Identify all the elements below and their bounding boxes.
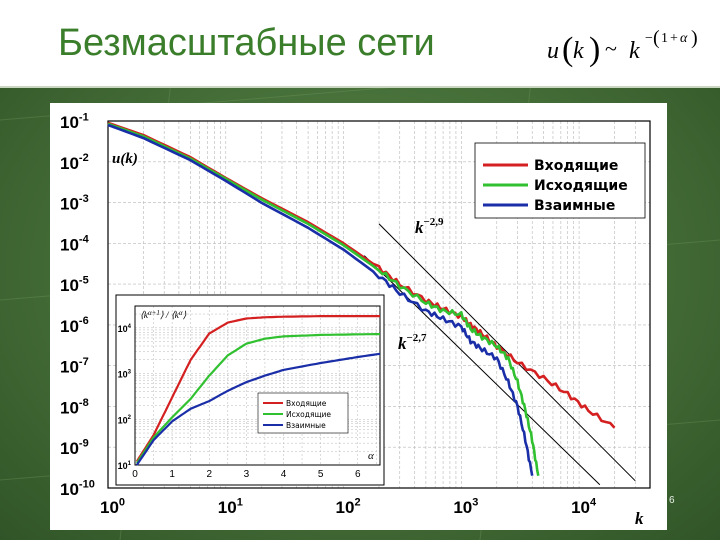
x-axis-label: k <box>635 509 644 528</box>
formula-alpha: α <box>680 31 688 46</box>
inset-y-tick-label: 103 <box>118 369 132 379</box>
main-plot-frame <box>107 120 651 489</box>
inset-x-tick-label: 1 <box>169 469 175 480</box>
main-series-line <box>107 122 540 476</box>
main-legend: Входящие Исходящие Взаимные <box>474 142 646 219</box>
inset-y-axis-label: ⟨kα+1⟩ / ⟨kα⟩ <box>140 309 187 321</box>
main-series-line <box>107 123 534 476</box>
inset-legend-label: Исходящие <box>286 410 331 419</box>
y-tick-label: 10-7 <box>60 356 89 377</box>
svg-text:(: ( <box>562 31 573 68</box>
inset-chart: 101 102 103 104 0 1 2 3 4 5 6α ⟨kα+1⟩ / ⟨kα⟩ Входящи… <box>115 294 385 486</box>
formula-minus: − <box>645 31 653 46</box>
formula-plus: + <box>670 31 678 46</box>
x-tick-label: 101 <box>218 496 243 517</box>
formula-one: 1 <box>661 31 668 46</box>
formula-k1: k <box>573 38 584 64</box>
power-law-formula: u ( k ) ~ k − ( 1 + α ) <box>547 27 698 68</box>
y-tick-label: 10-5 <box>60 274 89 295</box>
formula-u: u <box>547 38 559 64</box>
inset-x-tick-label: 2 <box>206 469 212 480</box>
inset-y-tick-label: 102 <box>118 415 132 425</box>
inset-x-axis-label: α <box>368 450 374 462</box>
main-legend-label: Взаимные <box>534 198 615 214</box>
svg-text:): ) <box>691 27 698 49</box>
inset-x-tick-label: 6 <box>355 469 361 480</box>
formula-tilde: ~ <box>605 36 617 61</box>
inset-legend-label: Входящие <box>286 399 327 408</box>
x-tick-label: 100 <box>100 496 125 517</box>
inset-x-tick-label: 3 <box>244 469 250 480</box>
y-tick-label: 10-2 <box>60 152 89 173</box>
y-axis-label: u(k) <box>112 151 138 167</box>
inset-series-line <box>135 352 381 466</box>
y-tick-label: 10-4 <box>60 234 90 255</box>
y-tick-label: 10-3 <box>60 193 89 214</box>
main-legend-label: Исходящие <box>534 178 628 194</box>
formula-k2: k <box>629 38 640 64</box>
inset-x-tick-label: 5 <box>318 469 324 480</box>
reference-line <box>378 223 636 482</box>
inset-x-tick-label: 4 <box>281 469 287 480</box>
y-tick-label: 10-9 <box>60 438 89 459</box>
y-tick-label: 10-10 <box>60 478 95 499</box>
inset-series-line <box>135 333 380 464</box>
reference-line-label: k−2,7 <box>398 332 427 353</box>
inset-y-tick-label: 104 <box>118 324 132 334</box>
x-tick-label: 102 <box>336 496 361 517</box>
inset-frame <box>115 294 385 486</box>
inset-legend-label: Взаимные <box>286 421 326 430</box>
inset-plot-frame <box>134 305 381 466</box>
inset-x-tick-label: 0 <box>132 469 138 480</box>
slide-number: 6 <box>669 495 675 506</box>
main-legend-label: Входящие <box>534 158 618 174</box>
inset-series-line <box>135 315 380 462</box>
x-tick-label: 104 <box>571 496 597 517</box>
svg-text:): ) <box>589 31 600 68</box>
svg-text:(: ( <box>653 27 660 49</box>
figure-panel: 10-1 10-2 10-3 10-4 10-5 10-6 10-7 10-8 10-9 10-1… <box>50 103 667 530</box>
y-tick-label: 10-6 <box>60 315 89 336</box>
x-tick-label: 103 <box>453 496 478 517</box>
y-tick-label: 10-8 <box>60 397 89 418</box>
inset-legend: Входящие Исходящие Взаимные <box>257 392 349 434</box>
y-tick-label: 10-1 <box>60 111 89 132</box>
inset-y-tick-label: 101 <box>118 461 132 471</box>
slide-title: Безмасштабные сети <box>58 22 435 64</box>
reference-line-label: k−2,9 <box>415 216 444 237</box>
